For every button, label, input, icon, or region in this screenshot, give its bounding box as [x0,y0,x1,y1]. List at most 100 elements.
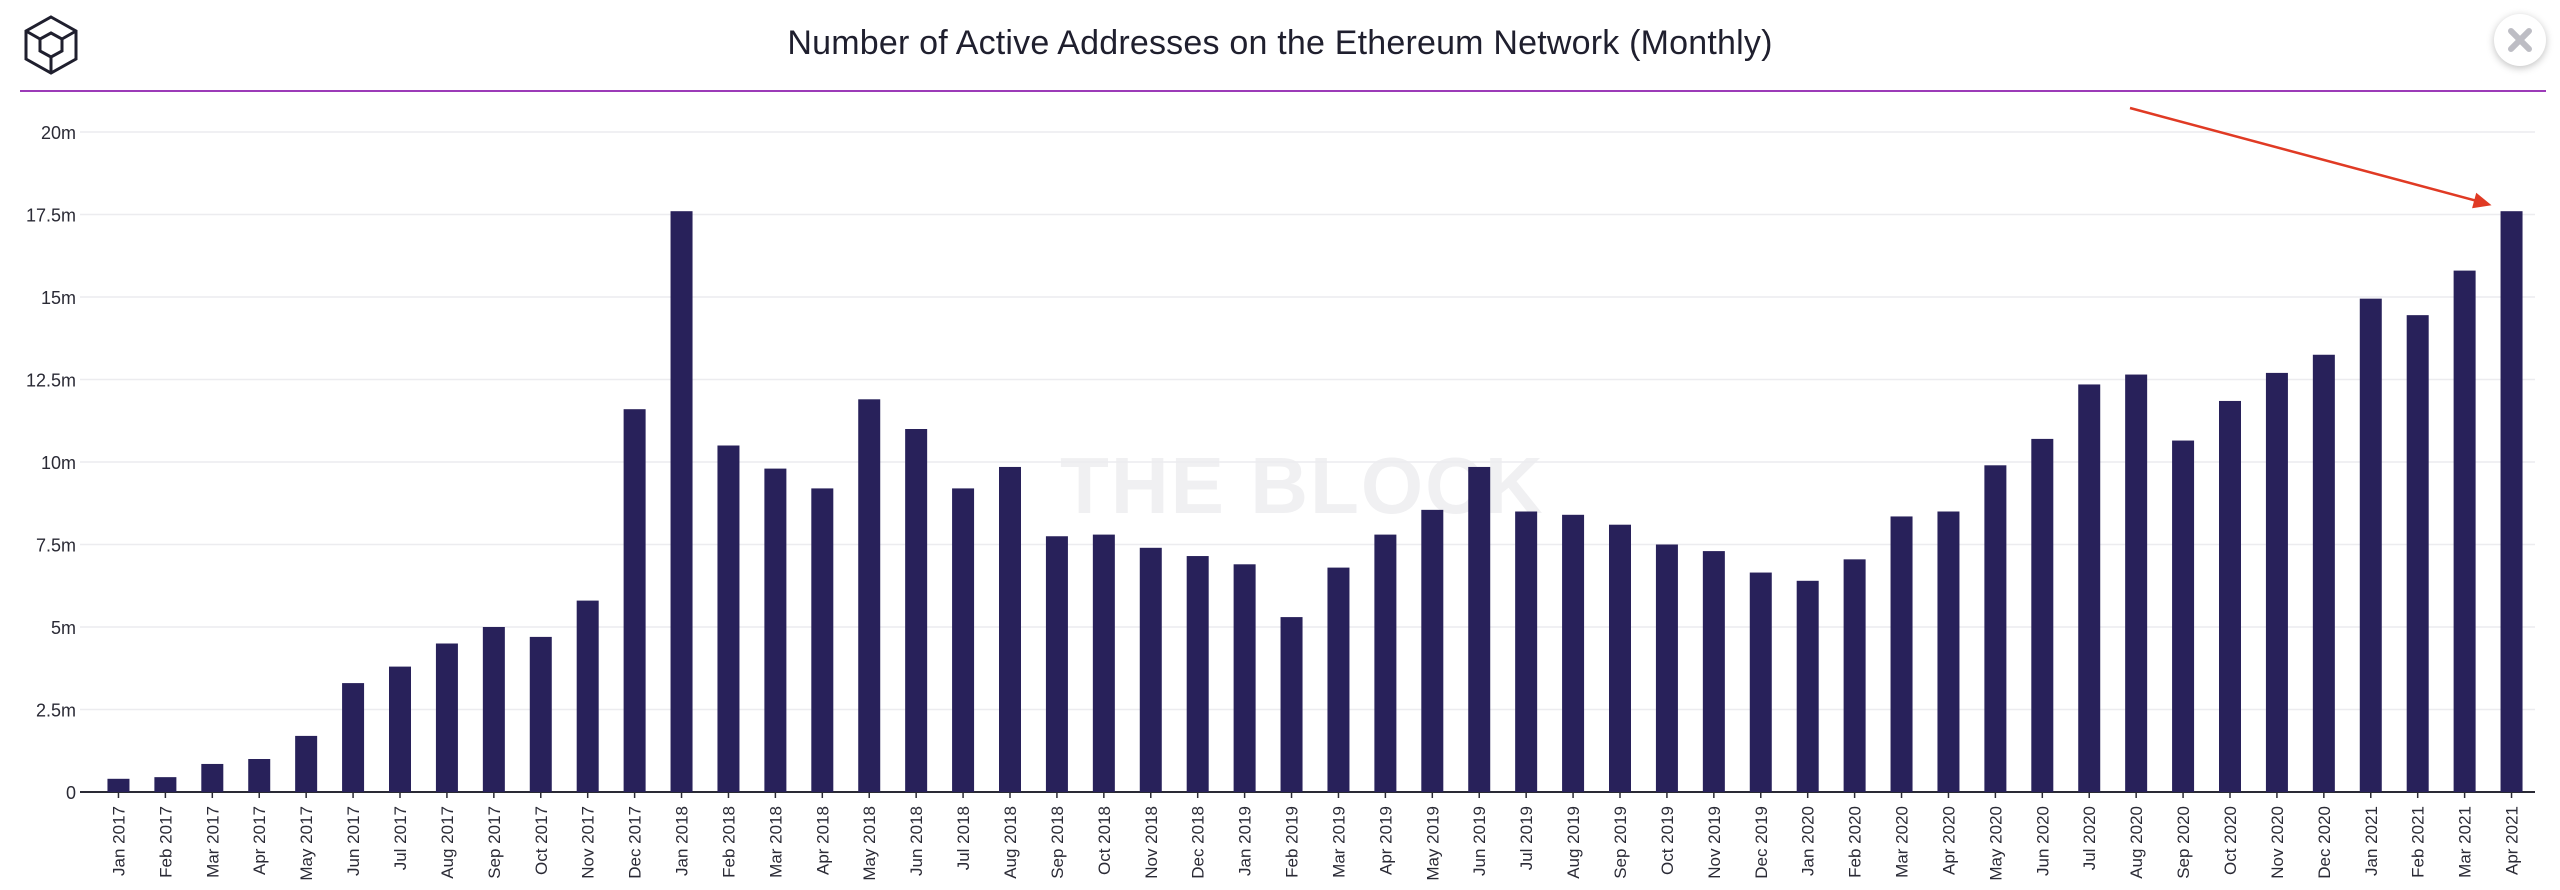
bar [576,600,599,792]
bar [1421,509,1444,792]
y-tick-label: 20m [41,123,76,143]
bar [2031,438,2054,792]
x-tick-label: Feb 2017 [156,806,175,878]
bar [1233,564,1256,792]
bar [342,683,365,792]
bar [2406,315,2429,792]
bar [717,445,740,792]
bar [952,488,975,792]
x-tick-label: Sep 2018 [1048,806,1067,879]
bar [1702,551,1725,792]
annotation-arrow-line [2129,106,2482,204]
x-tick-label: Nov 2019 [1705,806,1724,879]
bar [2359,298,2382,792]
bar [435,643,458,792]
x-tick-label: May 2018 [860,806,879,881]
x-tick-label: Nov 2017 [579,806,598,879]
x-tick-label: May 2019 [1423,806,1442,881]
bar [295,735,318,792]
bar [2078,384,2101,792]
bar [670,211,693,792]
x-tick-label: Dec 2017 [626,806,645,879]
x-tick-label: Sep 2019 [1611,806,1630,879]
x-tick-label: Aug 2019 [1564,806,1583,879]
bar [529,636,552,792]
y-tick-label: 15m [41,288,76,308]
bar [1984,465,2007,792]
bar [1092,534,1115,792]
x-tick-label: Jan 2020 [1799,806,1818,876]
x-tick-label: Nov 2018 [1142,806,1161,879]
bar [1609,524,1631,792]
bar [2219,400,2241,792]
x-tick-label: Mar 2021 [2456,806,2475,878]
x-tick-label: Feb 2021 [2409,806,2428,878]
x-tick-label: Sep 2017 [485,806,504,879]
chart-header: Number of Active Addresses on the Ethere… [0,0,2560,92]
x-tick-label: Apr 2020 [1939,806,1958,875]
bar [2500,211,2523,792]
x-tick-label: Jun 2018 [907,806,926,876]
bar [811,488,834,792]
bar [1468,466,1491,792]
close-button[interactable] [2494,14,2546,66]
x-tick-label: Mar 2020 [1893,806,1912,878]
x-tick-label: Jan 2021 [2362,806,2381,876]
bar [1749,572,1772,792]
x-tick-label: Jul 2020 [2080,806,2099,870]
x-tick-label: Jan 2017 [109,806,128,876]
x-tick-label: Jun 2020 [2033,806,2052,876]
bar [2172,440,2195,792]
x-tick-label: Aug 2020 [2127,806,2146,879]
x-tick-label: May 2017 [297,806,316,881]
close-icon [2508,28,2532,52]
bar [1327,567,1350,792]
x-tick-label: Jan 2018 [673,806,692,876]
bar [482,627,505,792]
x-tick-label: Nov 2020 [2268,806,2287,879]
x-tick-label: Mar 2017 [203,806,222,878]
x-tick-label: Apr 2018 [813,806,832,875]
y-tick-label: 5m [51,618,76,638]
bar [248,759,271,792]
y-tick-label: 12.5m [26,371,76,391]
bar [2125,374,2148,792]
x-tick-label: Dec 2019 [1752,806,1771,879]
bar [1186,556,1209,792]
x-tick-label: Jul 2017 [391,806,410,870]
x-tick-label: Oct 2020 [2221,806,2240,875]
bar [107,778,130,792]
x-tick-label: Apr 2019 [1376,806,1395,875]
bar [1655,544,1678,792]
bar [1562,514,1585,792]
bar [389,666,411,792]
bar [2265,372,2288,792]
bar [1515,511,1538,792]
header-divider [20,90,2546,92]
bar [1937,511,1960,792]
x-tick-label: Feb 2020 [1846,806,1865,878]
bar [1045,536,1068,792]
x-tick-label: Aug 2018 [1001,806,1020,879]
chart-title: Number of Active Addresses on the Ethere… [787,24,1773,62]
x-tick-label: Aug 2017 [438,806,457,879]
bar [1139,547,1162,792]
bar [1890,516,1913,792]
y-tick-label: 10m [41,453,76,473]
x-tick-label: Dec 2020 [2315,806,2334,879]
x-tick-label: Apr 2017 [250,806,269,875]
bar [2312,354,2335,792]
bar [1374,534,1397,792]
x-tick-label: Jan 2019 [1236,806,1255,876]
x-tick-label: Oct 2018 [1095,806,1114,875]
x-tick-label: Jun 2019 [1470,806,1489,876]
bar [154,777,177,792]
y-tick-label: 17.5m [26,206,76,226]
x-tick-label: Jul 2018 [954,806,973,870]
bar [1843,559,1866,792]
bar [2453,270,2476,793]
x-tick-label: Oct 2017 [532,806,551,875]
bar [1280,617,1303,792]
cube-logo-icon [24,15,78,75]
bar [764,468,787,792]
